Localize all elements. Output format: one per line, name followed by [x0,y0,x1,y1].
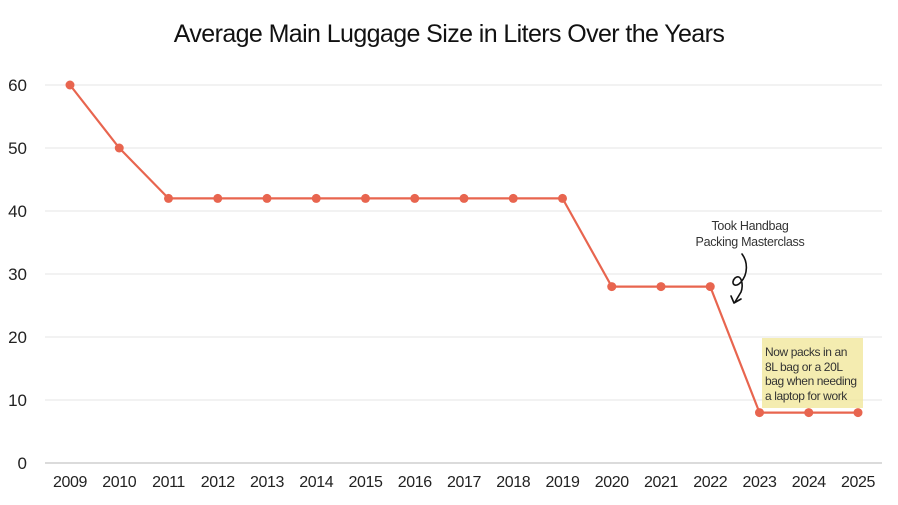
data-point-2022 [705,282,715,292]
arrowhead-icon [730,295,742,304]
data-point-2018 [508,193,518,203]
x-tick-label: 2010 [102,474,136,491]
note-line-4: a laptop for work [765,388,847,403]
highlight-annotation-box: Now packs in an 8L bag or a 20L bag when… [762,338,863,408]
data-point-2024 [804,408,814,418]
x-tick-label: 2020 [595,474,629,491]
x-tick-label: 2025 [841,474,875,491]
data-point-2010 [114,143,124,153]
data-point-2017 [459,193,469,203]
data-point-2025 [853,408,863,418]
x-tick-label: 2009 [53,474,87,491]
y-tick-label: 0 [18,454,27,473]
y-tick-label: 20 [8,328,27,347]
x-axis-ticks: 2009 2010 2011 2012 2013 2014 2015 2016 2017 2018… [53,474,876,491]
note-line-3: bag when needing [765,374,857,388]
data-point-2014 [311,193,321,203]
data-point-2016 [410,193,420,203]
data-point-2021 [656,282,666,292]
x-tick-label: 2019 [546,474,580,491]
data-point-2012 [213,193,223,203]
x-tick-label: 2021 [644,474,678,491]
chart-title: Average Main Luggage Size in Liters Over… [174,20,725,48]
curly-arrow-icon [732,253,748,303]
y-tick-label: 40 [8,202,27,221]
data-point-2023 [755,408,764,418]
data-point-2011 [164,193,173,203]
series-line-group [65,80,863,418]
x-tick-label: 2018 [496,474,530,491]
gridlines [45,84,882,464]
note-line-2: 8L bag or a 20L [765,359,843,374]
annotation-line-1: Took Handbag [711,219,788,233]
y-tick-label: 30 [8,265,27,284]
x-tick-label: 2015 [349,474,383,491]
x-tick-label: 2012 [201,474,235,491]
masterclass-annotation: Took Handbag Packing Masterclass [696,219,805,304]
data-point-2020 [607,282,617,292]
x-tick-label: 2016 [398,474,432,491]
y-tick-label: 60 [8,76,27,95]
note-line-1: Now packs in an [765,345,848,359]
y-tick-label: 10 [8,391,27,410]
y-axis-ticks: 0 10 20 30 40 50 60 [8,76,27,473]
y-tick-label: 50 [8,139,27,158]
annotation-line-2: Packing Masterclass [696,235,805,249]
data-point-2009 [65,80,75,90]
x-tick-label: 2022 [693,474,727,491]
data-point-2019 [558,193,567,203]
x-tick-label: 2017 [447,474,481,491]
x-tick-label: 2024 [792,474,826,491]
x-tick-label: 2014 [299,474,333,491]
x-tick-label: 2011 [152,474,185,491]
x-tick-label: 2023 [743,474,777,491]
data-point-2013 [262,193,272,203]
x-tick-label: 2013 [250,474,284,491]
data-point-2015 [361,193,370,203]
